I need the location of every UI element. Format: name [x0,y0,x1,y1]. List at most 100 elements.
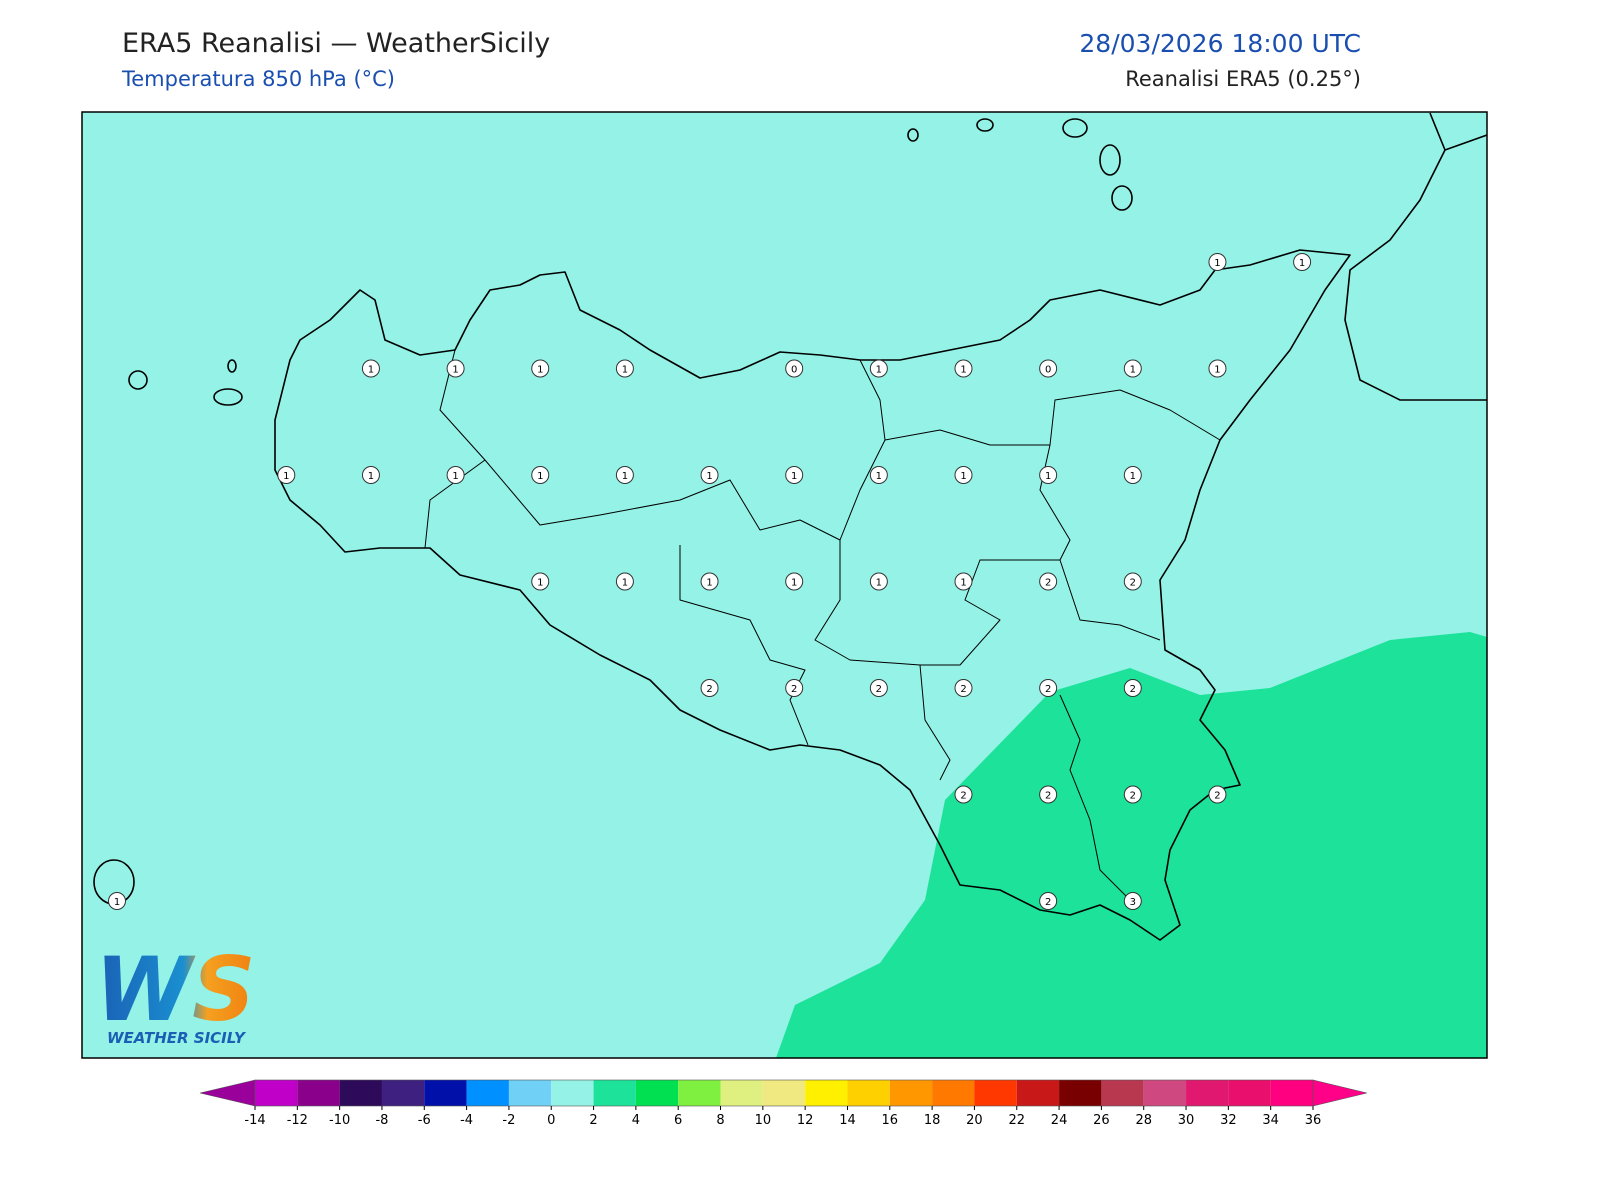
colorbar-segment [1016,1080,1060,1106]
colorbar-tick-label: 26 [1093,1113,1110,1128]
grid-value: 0 [1045,364,1051,375]
colorbar-segment [635,1080,679,1106]
grid-point [1293,253,1312,271]
grid-point [615,359,634,378]
grid-point [954,466,973,484]
colorbar-segment [932,1080,975,1106]
grid-value: 2 [1130,577,1136,588]
grid-value: 1 [537,471,543,482]
grid-point [531,466,550,484]
grid-point [869,359,888,378]
colorbar-segment [1228,1080,1271,1106]
grid-point [785,359,804,378]
grid-value: 1 [368,364,374,375]
colorbar-segment [1143,1080,1187,1106]
title: ERA5 Reanalisi — WeatherSicily [122,28,550,59]
colorbar-tick-label: 4 [632,1113,640,1128]
grid-value: 1 [1214,258,1220,269]
colorbar-tick-label: -14 [244,1113,265,1128]
subtitle: Temperatura 850 hPa (°C) [121,67,395,91]
colorbar-outline [254,1079,1314,1107]
colorbar: -14 -12 -10 -8 -6 -4 -2 0 2 4 6 8 10 12 14 16 18 20 22 24 26… [199,1079,1368,1128]
colorbar-tick-label: 18 [924,1113,941,1128]
grid-value: 1 [1299,258,1305,269]
map-frame [81,111,1488,1059]
colorbar-tick-label: 12 [797,1113,814,1128]
grid-point [785,679,804,697]
colorbar-segment [847,1080,890,1106]
grid-value: 1 [1045,471,1051,482]
grid-point [531,572,550,591]
grid-point [1039,892,1058,910]
grid-point [1039,572,1058,591]
colorbar-segment [297,1080,340,1106]
grid-point [1123,466,1142,484]
grid-point [1208,359,1227,378]
grid-value: 1 [452,471,458,482]
colorbar-segment [593,1080,636,1106]
grid-value: 2 [1045,897,1051,908]
grid-value: 1 [622,577,628,588]
colorbar-tick-label: -6 [418,1113,431,1128]
colorbar-tick-label: 30 [1178,1113,1195,1128]
grid-point [615,466,634,484]
colorbar-segment [424,1080,467,1106]
colorbar-segment [762,1080,806,1106]
colorbar-segment [1186,1080,1229,1106]
colorbar-tick-label: 32 [1220,1113,1237,1128]
colorbar-segment [339,1080,382,1106]
colorbar-tick-label: -10 [329,1113,350,1128]
colorbar-tick-label: 8 [716,1113,724,1128]
grid-value: 1 [368,471,374,482]
colorbar-tick-label: -8 [375,1113,388,1128]
grid-point [1039,679,1058,697]
grid-value: 1 [1214,364,1220,375]
grid-point [785,466,804,484]
grid-point [869,466,888,484]
grid-value: 0 [791,364,797,375]
grid-point [361,466,380,484]
colorbar-tick-label: -4 [460,1113,473,1128]
grid-point [446,359,465,378]
colorbar-segment [508,1080,552,1106]
colorbar-tick-label: -2 [502,1113,515,1128]
grid-point [954,572,973,591]
grid-point [1208,785,1227,804]
logo-mark: WS [95,938,255,1041]
colorbar-segment [1059,1080,1102,1106]
grid-value: 1 [960,471,966,482]
coastline-calabria [1344,112,1487,401]
grid-value: 2 [1214,790,1220,801]
grid-value: 1 [537,577,543,588]
grid-point [1123,785,1142,804]
grid-point [700,466,719,484]
grid-value: 2 [960,790,966,801]
colorbar-segment [1270,1080,1313,1106]
grid-value: 1 [706,471,712,482]
grid-point [869,572,888,591]
grid-value: 1 [283,471,289,482]
colorbar-tick-label: 24 [1051,1113,1068,1128]
logo-name: WEATHER SICILY [107,1029,247,1047]
colorbar-segment [889,1080,933,1106]
colorbar-segment [1101,1080,1144,1106]
colorbar-tick-label: 22 [1008,1113,1025,1128]
grid-value: 1 [791,577,797,588]
grid-point [277,466,296,484]
source: Reanalisi ERA5 (0.25°) [1125,67,1361,91]
grid-value: 1 [876,577,882,588]
colorbar-tick-label: 14 [839,1113,856,1128]
grid-value: 2 [1045,577,1051,588]
grid-point [531,359,550,378]
grid-point [1208,253,1227,271]
grid-value: 2 [1130,684,1136,695]
grid-point [954,785,973,804]
grid-point [700,679,719,697]
grid-value: 1 [706,577,712,588]
grid-point [954,679,973,697]
field-warm [776,632,1487,1058]
province-borders [424,349,1221,901]
colorbar-segment [466,1080,509,1106]
